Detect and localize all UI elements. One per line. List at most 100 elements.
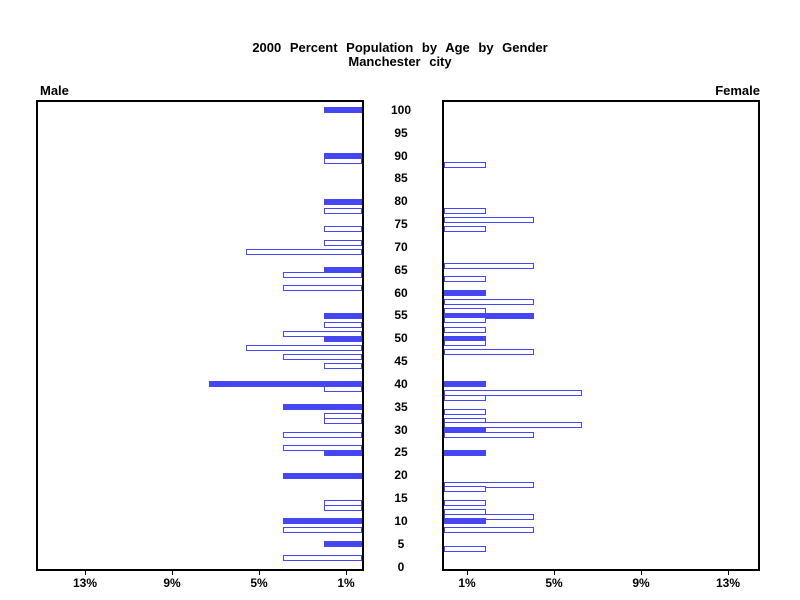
- female-panel: [442, 100, 760, 571]
- chart-title: 2000 Percent Population by Age by Gender: [252, 40, 548, 55]
- male-bar-age-71: [324, 240, 362, 246]
- male-bar-age-64: [283, 272, 362, 278]
- age-label-75: 75: [394, 217, 408, 231]
- female-bar-age-40: [444, 381, 486, 387]
- age-label-20: 20: [394, 468, 408, 482]
- male-bar-age-26: [283, 445, 362, 451]
- male-bar-age-69: [246, 249, 362, 255]
- male-axis-label-13pct: 13%: [72, 576, 98, 590]
- age-label-0: 0: [397, 560, 405, 574]
- male-bar-age-100: [324, 107, 362, 113]
- male-bar-age-2: [283, 555, 362, 561]
- male-panel-label: Male: [40, 83, 69, 98]
- female-bar-age-66: [444, 263, 534, 269]
- male-bar-age-29: [283, 432, 362, 438]
- age-axis-labels: 100 95 90 85 80 75 70 65 60 55 50 45 40 35 30 25 20 15 10 5…: [361, 0, 441, 600]
- male-bar-age-74: [324, 226, 362, 232]
- male-bar-age-13: [324, 505, 362, 511]
- age-label-45: 45: [394, 354, 408, 368]
- female-bar-age-17: [444, 486, 486, 492]
- male-panel: [36, 100, 364, 571]
- male-bar-age-8: [283, 527, 362, 533]
- male-bar-age-40: [209, 381, 362, 387]
- female-bar-age-29: [444, 432, 534, 438]
- female-axis-label-9pct: 9%: [632, 576, 650, 590]
- male-axis-tick-9pct: [172, 571, 173, 575]
- male-axis-label-1pct: 1%: [337, 576, 355, 590]
- male-bar-age-53: [324, 322, 362, 328]
- male-bar-age-39: [324, 386, 362, 392]
- age-label-80: 80: [394, 194, 408, 208]
- male-axis-tick-5pct: [259, 571, 260, 575]
- female-bar-age-34: [444, 409, 486, 415]
- female-bar-age-52: [444, 327, 486, 333]
- male-bar-age-25: [324, 450, 362, 456]
- age-label-95: 95: [394, 126, 408, 140]
- female-bar-age-58: [444, 299, 534, 305]
- male-bar-age-61: [283, 285, 362, 291]
- age-label-40: 40: [394, 377, 408, 391]
- male-bar-age-80: [324, 199, 362, 205]
- male-axis-label-5pct: 5%: [250, 576, 268, 590]
- female-bar-age-47: [444, 349, 534, 355]
- male-bar-age-51: [283, 331, 362, 337]
- female-axis-label-1pct: 1%: [458, 576, 476, 590]
- female-panel-label: Female: [715, 83, 760, 98]
- female-axis-tick-5pct: [554, 571, 555, 575]
- female-bar-age-10: [444, 518, 486, 524]
- male-bar-age-50: [324, 336, 362, 342]
- age-label-85: 85: [394, 171, 408, 185]
- female-bar-age-55: [444, 313, 534, 319]
- age-label-5: 5: [397, 537, 405, 551]
- male-axis-tick-1pct: [346, 571, 347, 575]
- female-bar-age-63: [444, 276, 486, 282]
- female-bar-age-31: [444, 422, 582, 428]
- male-bar-age-5: [324, 541, 362, 547]
- male-bar-age-46: [283, 354, 362, 360]
- female-bar-age-14: [444, 500, 486, 506]
- age-label-55: 55: [394, 308, 408, 322]
- female-bar-age-4: [444, 546, 486, 552]
- female-bar-age-78: [444, 208, 486, 214]
- age-label-35: 35: [394, 400, 408, 414]
- age-label-10: 10: [394, 514, 408, 528]
- female-bar-age-8: [444, 527, 534, 533]
- female-bar-age-18: [444, 482, 534, 488]
- female-bar-age-54: [444, 317, 486, 323]
- female-axis-tick-1pct: [467, 571, 468, 575]
- male-bar-age-35: [283, 404, 362, 410]
- male-axis-tick-13pct: [85, 571, 86, 575]
- male-bar-age-20: [283, 473, 362, 479]
- age-label-60: 60: [394, 286, 408, 300]
- female-axis-tick-13pct: [728, 571, 729, 575]
- female-axis-label-5pct: 5%: [545, 576, 563, 590]
- female-bar-age-11: [444, 514, 534, 520]
- male-bar-age-48: [246, 345, 362, 351]
- female-bar-age-60: [444, 290, 486, 296]
- age-label-100: 100: [390, 103, 412, 117]
- male-bar-age-55: [324, 313, 362, 319]
- male-axis-label-9pct: 9%: [163, 576, 181, 590]
- age-label-15: 15: [394, 491, 408, 505]
- age-label-65: 65: [394, 263, 408, 277]
- male-bar-age-10: [283, 518, 362, 524]
- female-bar-age-74: [444, 226, 486, 232]
- female-bar-age-37: [444, 395, 486, 401]
- female-bar-age-49: [444, 340, 486, 346]
- female-bar-age-38: [444, 390, 582, 396]
- female-bar-age-88: [444, 162, 486, 168]
- age-label-70: 70: [394, 240, 408, 254]
- age-label-50: 50: [394, 331, 408, 345]
- female-axis-tick-9pct: [641, 571, 642, 575]
- female-bar-age-25: [444, 450, 486, 456]
- male-bar-age-32: [324, 418, 362, 424]
- female-bar-age-76: [444, 217, 534, 223]
- chart-subtitle: Manchester city: [348, 54, 452, 69]
- female-axis-label-13pct: 13%: [715, 576, 741, 590]
- male-bar-age-78: [324, 208, 362, 214]
- age-label-30: 30: [394, 423, 408, 437]
- age-label-90: 90: [394, 149, 408, 163]
- male-bar-age-44: [324, 363, 362, 369]
- male-bar-age-89: [324, 158, 362, 164]
